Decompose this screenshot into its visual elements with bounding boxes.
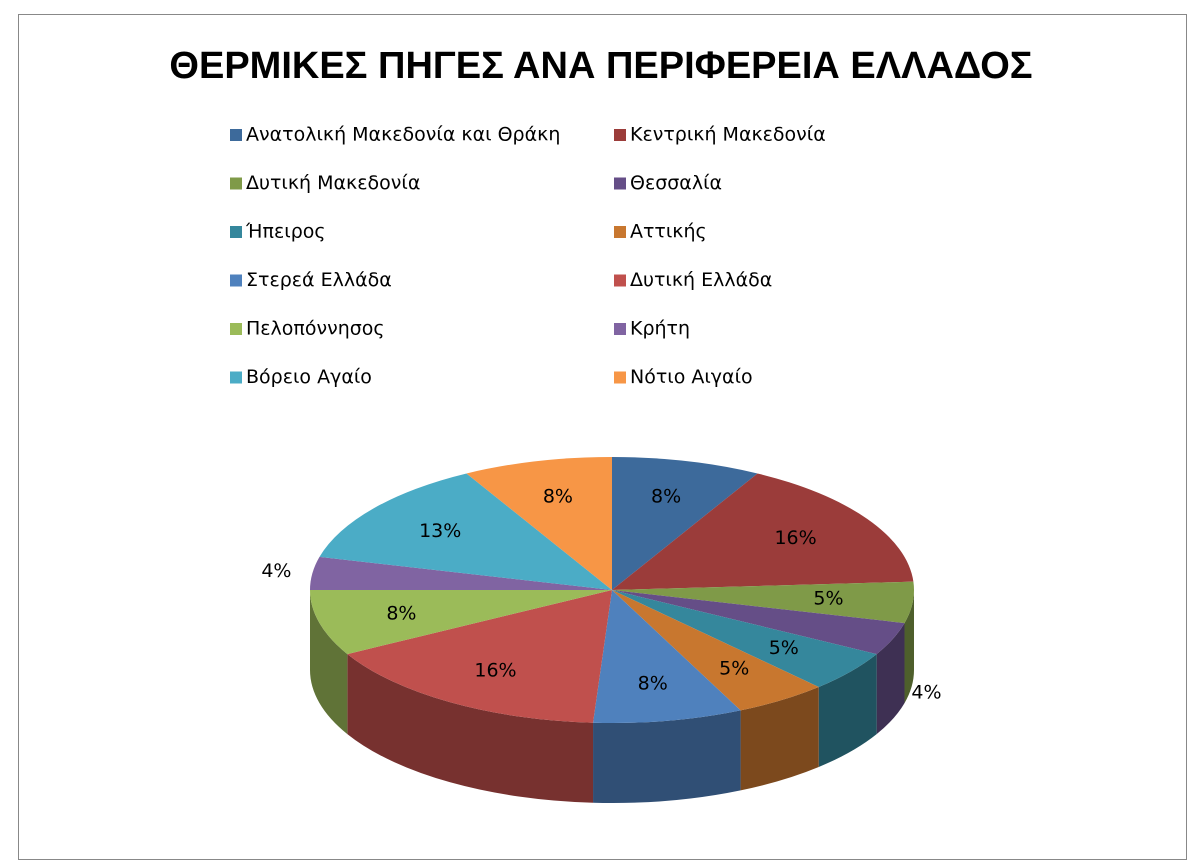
pie-sides [310, 590, 914, 803]
data-label: 8% [638, 673, 668, 695]
pie-slice [593, 590, 741, 723]
pie-slice [310, 556, 612, 590]
legend-swatch [230, 177, 242, 190]
data-labels: 8% 16% 5% 4% 5% 5% 8% 16% 8% 4% 13% 8% [261, 486, 941, 704]
data-label: 5% [813, 588, 843, 610]
legend-label: Θεσσαλία [630, 172, 722, 194]
legend-swatch [614, 129, 626, 141]
pie-slice [612, 457, 758, 590]
legend-label: Δυτική Μακεδονία [246, 172, 420, 194]
legend: Ανατολική Μακεδονία και Θράκη Κεντρική Μα… [230, 124, 826, 388]
pie-side [593, 710, 741, 803]
legend-label: Κρήτη [630, 318, 690, 340]
data-label: 4% [911, 681, 941, 703]
pie-side [818, 654, 877, 767]
legend-swatch [614, 177, 626, 190]
pie-side [876, 623, 905, 735]
legend-label: Στερεά Ελλάδα [246, 269, 392, 291]
legend-swatch [614, 371, 626, 384]
data-label: 5% [719, 658, 749, 680]
pie-slice [347, 590, 612, 723]
data-label: 8% [651, 486, 681, 508]
legend-label: Πελοπόννησος [246, 318, 385, 340]
data-label: 8% [386, 602, 416, 624]
pie-slice [612, 590, 877, 687]
pie-slice [612, 473, 914, 590]
legend-label: Ήπειρος [245, 221, 326, 243]
pie-slice [612, 581, 914, 624]
chart-title: ΘΕΡΜΙΚΕΣ ΠΗΓΕΣ ΑΝΑ ΠΕΡΙΦΕΡΕΙΑ ΕΛΛΑΔΟΣ [169, 45, 1032, 87]
legend-swatch [230, 323, 242, 335]
data-label: 13% [419, 520, 461, 542]
data-label: 4% [261, 560, 291, 582]
pie-side [310, 590, 348, 735]
legend-swatch [614, 226, 626, 238]
data-label: 16% [474, 659, 516, 681]
legend-swatch [230, 274, 242, 287]
pie-slice [612, 590, 905, 655]
legend-label: Κεντρική Μακεδονία [630, 124, 826, 146]
legend-swatch [230, 129, 242, 141]
pie-slice [612, 590, 819, 711]
legend-swatch [230, 371, 242, 384]
legend-label: Ανατολική Μακεδονία και Θράκη [246, 124, 560, 146]
pie-slice [310, 590, 612, 655]
data-label: 16% [774, 527, 816, 549]
legend-label: Βόρειο Αγαίο [246, 366, 372, 388]
legend-label: Δυτική Ελλάδα [630, 269, 772, 291]
legend-swatch [230, 226, 242, 238]
pie-side [740, 686, 819, 791]
pie-side [904, 590, 914, 704]
pie-slice [319, 473, 612, 590]
data-label: 5% [769, 637, 799, 659]
legend-swatch [614, 323, 626, 335]
data-label: 8% [543, 486, 573, 508]
legend-label: Νότιο Αιγαίο [630, 366, 753, 388]
pie-side [347, 654, 594, 803]
legend-swatch [614, 274, 626, 287]
legend-label: Αττικής [630, 221, 707, 243]
pie-tops [310, 457, 914, 723]
pie-slice [466, 457, 612, 590]
